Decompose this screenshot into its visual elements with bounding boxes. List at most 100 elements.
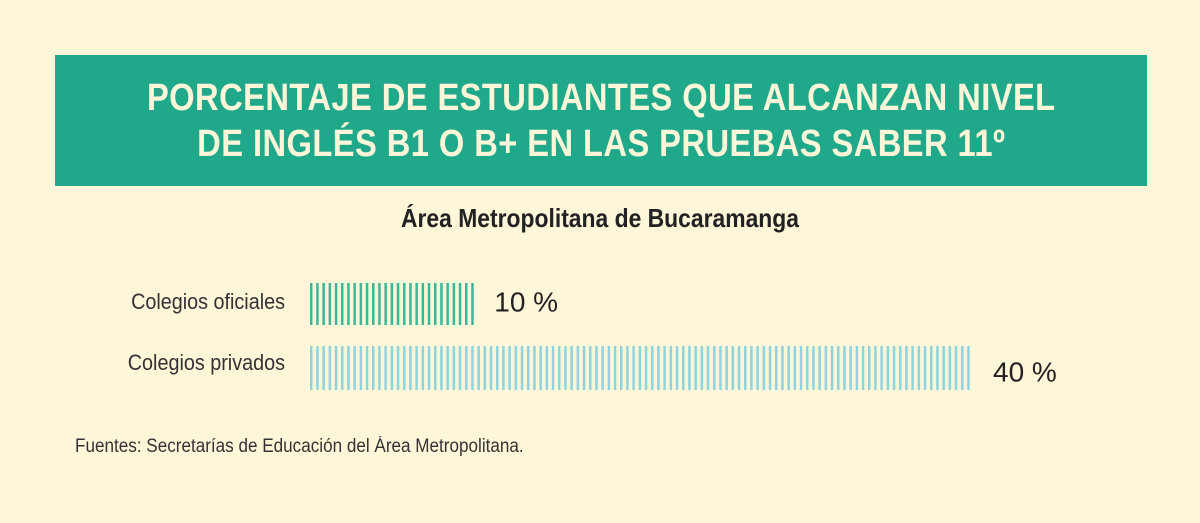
bar-stripe <box>564 346 567 390</box>
bar-stripe <box>365 346 369 390</box>
bar-stripe <box>799 346 803 390</box>
bar-stripe <box>551 346 555 390</box>
bar-stripe <box>781 346 784 390</box>
bar-stripe <box>316 346 319 390</box>
bar-stripe <box>731 346 735 390</box>
bar-stripe <box>353 283 356 325</box>
bar-stripe <box>310 346 313 390</box>
bar-stripe <box>378 346 381 390</box>
bar-stripe <box>384 283 387 325</box>
bar-stripe <box>899 346 902 390</box>
bar-stripe <box>483 346 487 390</box>
source-note: Fuentes: Secretarías de Educación del Ár… <box>75 436 524 457</box>
bar-stripe <box>719 346 722 390</box>
bar-stripe <box>390 346 394 390</box>
bar-stripe <box>539 346 542 390</box>
bar-stripe <box>427 283 431 325</box>
bar-stripe <box>663 346 666 390</box>
bar-stripe <box>403 283 406 325</box>
chart-subtitle: Área Metropolitana de Bucaramanga <box>401 203 799 233</box>
bar-stripe <box>427 346 431 390</box>
bar-stripe <box>334 346 338 390</box>
bar-stripe <box>775 346 778 390</box>
bar-stripe <box>353 346 356 390</box>
bar-stripe <box>421 346 425 390</box>
bar-stripe <box>942 346 945 390</box>
bar-stripe <box>849 346 852 390</box>
bar-stripe <box>607 346 611 390</box>
bar-stripe <box>520 346 524 390</box>
bar-stripe <box>700 346 704 390</box>
bar-stripe <box>638 346 642 390</box>
bar-stripe <box>582 346 586 390</box>
bar-stripe <box>818 346 821 390</box>
bar-stripe <box>396 283 400 325</box>
bar-stripe <box>837 346 840 390</box>
bar-stripe <box>434 346 437 390</box>
bar-stripe <box>508 346 511 390</box>
bar-stripe <box>558 346 561 390</box>
bar-stripe <box>334 283 338 325</box>
category-label: Colegios privados <box>128 351 285 375</box>
bar-stripe <box>452 283 456 325</box>
bar-stripe <box>948 346 952 390</box>
bar-stripe <box>737 346 741 390</box>
bar-stripe <box>446 346 449 390</box>
bar-stripe <box>514 346 518 390</box>
bar-stripe <box>874 346 877 390</box>
bar-stripe <box>415 346 418 390</box>
bar-stripe <box>824 346 828 390</box>
bar-stripe <box>434 283 437 325</box>
bar-stripe <box>452 346 456 390</box>
bar-stripe <box>347 283 350 325</box>
bar-stripe <box>496 346 499 390</box>
bar-stripe <box>458 346 462 390</box>
bar-stripe <box>440 283 443 325</box>
title-banner: PORCENTAJE DE ESTUDIANTES QUE ALCANZAN N… <box>55 55 1147 186</box>
bar-stripe <box>886 346 890 390</box>
bar-stripe <box>372 346 375 390</box>
bar-stripe <box>409 346 412 390</box>
bar-stripe <box>793 346 797 390</box>
bar-stripe <box>341 283 344 325</box>
bar-stripe <box>328 283 332 325</box>
bar-stripe <box>576 346 580 390</box>
bar-stripe <box>620 346 623 390</box>
bar-stripe <box>458 283 462 325</box>
bar-stripe <box>762 346 766 390</box>
bar-stripe <box>967 346 970 390</box>
bar-stripe <box>954 346 958 390</box>
bar-stripe <box>725 346 728 390</box>
chart-title-line-2: DE INGLÉS B1 O B+ EN LAS PRUEBAS SABER 1… <box>196 122 1006 165</box>
bar-stripe <box>310 283 313 325</box>
bar-stripe <box>812 346 815 390</box>
bar-stripe <box>632 346 635 390</box>
bar-stripe <box>713 346 716 390</box>
bar-stripe <box>533 346 536 390</box>
bar-stripe <box>756 346 759 390</box>
bar-stripe <box>359 283 363 325</box>
bar-stripe <box>706 346 710 390</box>
bar-stripe <box>477 346 480 390</box>
bar-stripe <box>372 283 375 325</box>
bar-stripe <box>465 346 468 390</box>
bar-stripe <box>589 346 592 390</box>
bar-stripe <box>545 346 549 390</box>
bar-stripe <box>489 346 493 390</box>
bar-stripe <box>880 346 883 390</box>
bar-stripe <box>657 346 660 390</box>
bar-stripe <box>768 346 772 390</box>
bar-stripe <box>806 346 809 390</box>
bar-stripe <box>403 346 406 390</box>
bar-stripe <box>917 346 921 390</box>
bar-stripe <box>390 283 394 325</box>
chart-title-line-1: PORCENTAJE DE ESTUDIANTES QUE ALCANZAN N… <box>146 76 1056 119</box>
value-label: 40 % <box>993 356 1057 387</box>
bar-stripe <box>328 346 332 390</box>
bar-stripe <box>682 346 685 390</box>
bar-stripe <box>570 346 573 390</box>
bar <box>310 346 970 390</box>
bar-stripe <box>694 346 697 390</box>
bar-stripe <box>861 346 865 390</box>
bar-stripe <box>923 346 927 390</box>
